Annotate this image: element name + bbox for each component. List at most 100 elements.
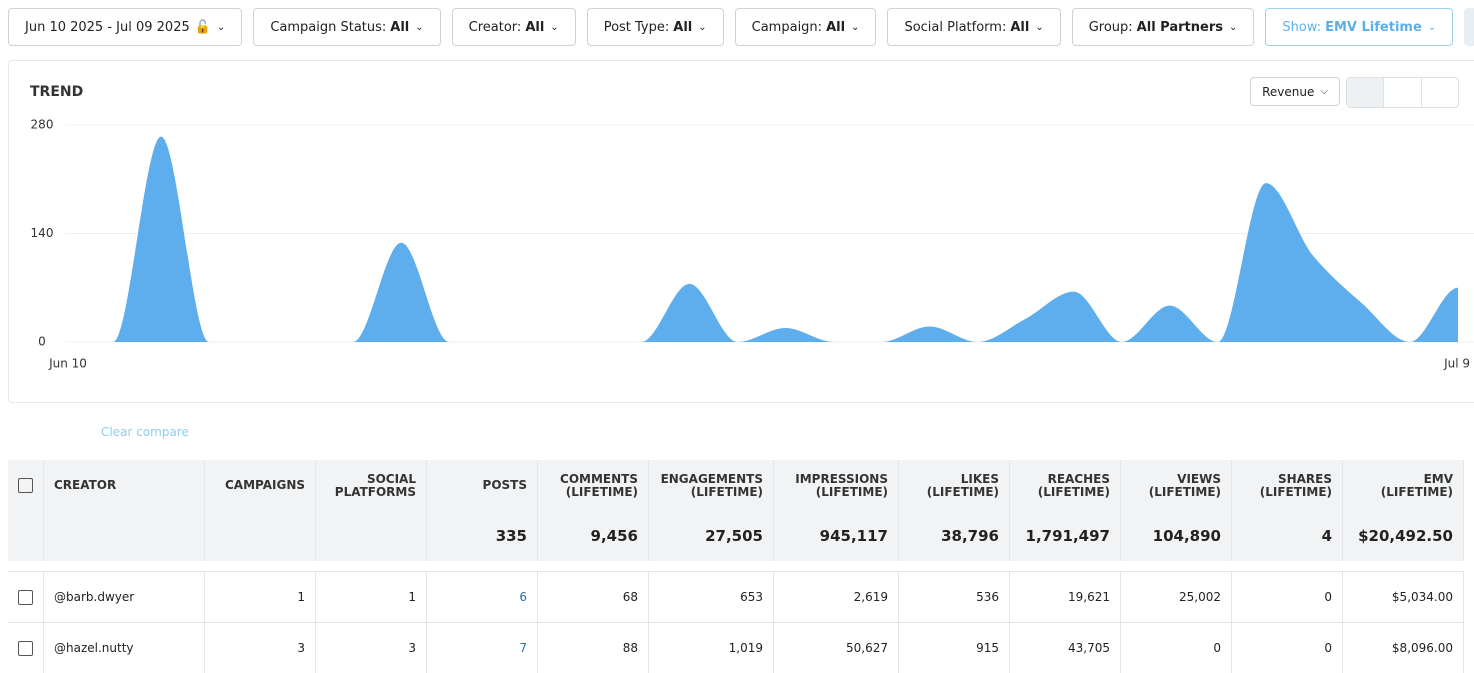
clear-compare[interactable]: Clear compare <box>101 425 189 439</box>
filter-label: Show: <box>1282 20 1321 35</box>
filter-dropdown[interactable]: Social Platform:All⌄ <box>887 8 1060 46</box>
x-tick-label: Jul 9 <box>1443 357 1470 371</box>
posts-link[interactable]: 7 <box>519 641 527 655</box>
spacer <box>8 561 1464 572</box>
y-tick-label: 0 <box>38 335 46 349</box>
total-cell: 1,791,497 <box>1010 511 1121 561</box>
metric-dropdown[interactable]: Revenue⌵ <box>1250 77 1340 106</box>
filter-dropdown[interactable]: Show: EMV Lifetime ⌄ <box>1265 8 1453 46</box>
filter-value: All <box>390 20 409 35</box>
checkbox[interactable] <box>18 641 33 656</box>
cell: $5,034.00 <box>1343 572 1464 623</box>
total-cell: 4 <box>1232 511 1343 561</box>
filter-value: All <box>525 20 544 35</box>
filter-label: Campaign Status: <box>270 20 386 35</box>
spacer-cell <box>8 561 1464 572</box>
filter-dropdown[interactable]: Jun 10 2025 - Jul 09 2025 🔓 ⌄ <box>8 8 242 46</box>
column-header: CAMPAIGNS <box>205 460 316 511</box>
cell: 653 <box>649 572 774 623</box>
filter-label: Group: <box>1089 20 1133 35</box>
empty-cell <box>8 511 44 561</box>
lock-icon: 🔓 <box>195 20 211 35</box>
filter-label: Campaign: <box>752 20 822 35</box>
caret: ⌄ <box>550 22 558 33</box>
cell: 88 <box>538 623 649 673</box>
area-icon[interactable] <box>1347 78 1384 107</box>
filter-value: All <box>673 20 692 35</box>
total-cell: 945,117 <box>774 511 899 561</box>
total-cell: 9,456 <box>538 511 649 561</box>
cell: @barb.dwyer <box>44 572 205 623</box>
search-button[interactable] <box>1464 8 1474 46</box>
filter-dropdown[interactable]: Post Type:All ⌄ <box>587 8 724 46</box>
filter-dropdown[interactable]: Campaign:All⌄ <box>735 8 877 46</box>
total-cell: 38,796 <box>899 511 1010 561</box>
total-cell: 27,505 <box>649 511 774 561</box>
filter-dropdown[interactable]: Group:All Partners⌄ <box>1072 8 1255 46</box>
filter-dropdown[interactable]: Creator:All ⌄ <box>452 8 576 46</box>
cell: $8,096.00 <box>1343 623 1464 673</box>
bar-icon[interactable] <box>1384 78 1421 107</box>
metric-label: Revenue <box>1262 85 1314 99</box>
cell: 3 <box>205 623 316 673</box>
cell: 0 <box>1232 623 1343 673</box>
column-header: COMMENTS (LIFETIME) <box>538 460 649 511</box>
cell: 0 <box>1121 623 1232 673</box>
total-cell: $20,492.50 <box>1343 511 1464 561</box>
caret: ⌄ <box>1428 22 1436 33</box>
chart-type-switch[interactable] <box>1346 77 1459 108</box>
column-header: POSTS <box>427 460 538 511</box>
caret: ⌄ <box>217 22 225 33</box>
cell: 536 <box>899 572 1010 623</box>
cell: 1 <box>316 572 427 623</box>
filter-label: Creator: <box>469 20 522 35</box>
column-header: SHARES (LIFETIME) <box>1232 460 1343 511</box>
row-select[interactable] <box>8 623 44 673</box>
chart: TREND 0 140 280 Jun 10 Jul 9 <box>0 60 1474 405</box>
cell: 3 <box>316 623 427 673</box>
column-header: ENGAGEMENTS (LIFETIME) <box>649 460 774 511</box>
cell: 1,019 <box>649 623 774 673</box>
column-header: IMPRESSIONS (LIFETIME) <box>774 460 899 511</box>
cell: 68 <box>538 572 649 623</box>
chart-title: TREND <box>30 84 83 100</box>
caret: ⌄ <box>415 22 423 33</box>
filter-dropdown[interactable]: Campaign Status: All ⌄ <box>253 8 440 46</box>
checkbox[interactable] <box>18 590 33 605</box>
empty-cell <box>205 511 316 561</box>
x-tick-label: Jun 10 <box>48 357 87 371</box>
filter-value: EMV Lifetime <box>1325 20 1422 35</box>
filter-value: All Partners <box>1137 20 1223 35</box>
cell: 6 <box>427 572 538 623</box>
caret: ⌄ <box>1035 22 1043 33</box>
area <box>65 137 1458 342</box>
stack-icon[interactable] <box>1422 78 1458 107</box>
select-all[interactable] <box>8 460 44 511</box>
filter-label: Post Type: <box>604 20 670 35</box>
empty-cell <box>44 511 205 561</box>
caret: ⌄ <box>851 22 859 33</box>
caret: ⌄ <box>698 22 706 33</box>
column-header: EMV (LIFETIME) <box>1343 460 1464 511</box>
date-range: Jun 10 2025 - Jul 09 2025 <box>25 20 190 35</box>
filter-value: All <box>1010 20 1029 35</box>
column-header: VIEWS (LIFETIME) <box>1121 460 1232 511</box>
posts-link[interactable]: 6 <box>519 590 527 604</box>
y-tick-label: 140 <box>31 226 54 240</box>
y-tick-label: 280 <box>31 118 54 132</box>
column-header: LIKES (LIFETIME) <box>899 460 1010 511</box>
checkbox[interactable] <box>18 478 33 493</box>
row-select[interactable] <box>8 572 44 623</box>
empty-cell <box>316 511 427 561</box>
cell: 2,619 <box>774 572 899 623</box>
cell: 915 <box>899 623 1010 673</box>
column-header: CREATOR <box>44 460 205 511</box>
cell: 50,627 <box>774 623 899 673</box>
cell: 43,705 <box>1010 623 1121 673</box>
cell: @hazel.nutty <box>44 623 205 673</box>
